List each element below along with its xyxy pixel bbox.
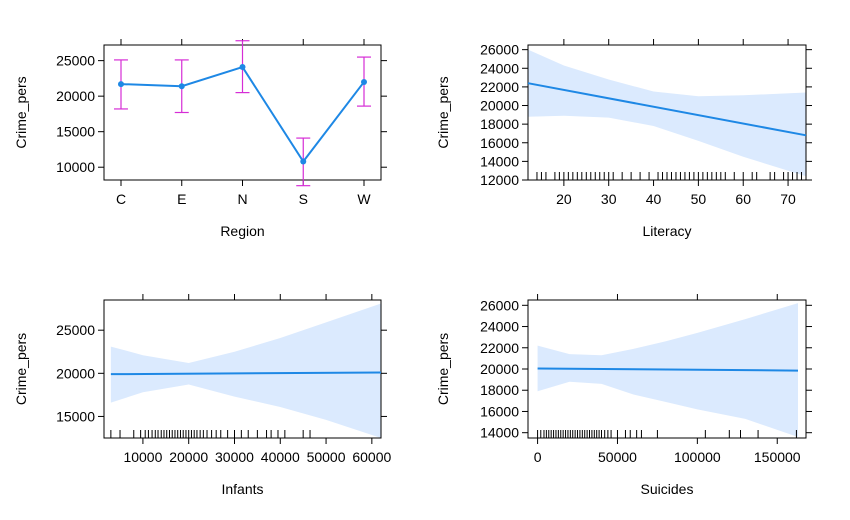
effect-line [537, 367, 799, 372]
panel-4: 0 50000 100000 150000 14000 16000 18000 20000 22… [435, 294, 812, 497]
effect-line [527, 82, 807, 137]
x-tick-label: 70 [780, 191, 796, 207]
y-tick-label: 10000 [56, 159, 95, 175]
x-tick-label: 60 [735, 191, 751, 207]
y-tick-label: 22000 [480, 79, 519, 95]
panel-1: C E N S W 10000 15000 20000 25000 Region Crime_per… [13, 39, 387, 239]
x-tick-label: 40000 [261, 449, 300, 465]
y-tick-label: 18000 [480, 382, 519, 398]
x-tick-label: 30000 [215, 449, 254, 465]
y-tick-label: 20000 [56, 365, 95, 381]
x-tick-label: 20 [556, 191, 572, 207]
x-tick-label: 60000 [352, 449, 391, 465]
y-tick-label: 26000 [480, 42, 519, 58]
x-tick-label: 50000 [307, 449, 346, 465]
x-axis-title: Literacy [642, 223, 691, 239]
y-tick-label: 15000 [56, 124, 95, 140]
y-tick-label: 18000 [480, 116, 519, 132]
y-tick-label: 24000 [480, 319, 519, 335]
effect-point [361, 78, 367, 85]
y-tick-label: 20000 [480, 361, 519, 377]
y-tick-label: 14000 [480, 425, 519, 441]
x-tick-label: 50000 [598, 449, 637, 465]
y-tick-label: 26000 [480, 297, 519, 313]
x-tick-label: 150000 [754, 449, 801, 465]
y-tick-label: 16000 [480, 403, 519, 419]
y-tick-label: 24000 [480, 60, 519, 76]
y-tick-label: 25000 [56, 322, 95, 338]
confidence-band [110, 303, 381, 438]
x-tick-label: 30 [601, 191, 617, 207]
y-tick-label: 16000 [480, 135, 519, 151]
x-tick-label: 100000 [674, 449, 721, 465]
y-tick-label: 25000 [56, 53, 95, 69]
y-axis-title: Crime_pers [435, 333, 451, 405]
x-tick-label: E [177, 191, 186, 207]
y-tick-label: 22000 [480, 340, 519, 356]
x-axis-title: Region [220, 223, 264, 239]
panel-3: 10000 20000 30000 40000 50000 60000 15000 20000… [13, 294, 392, 497]
y-tick-label: 12000 [480, 172, 519, 188]
effect-point [118, 81, 124, 88]
x-tick-label: C [116, 191, 126, 207]
y-tick-label: 20000 [480, 98, 519, 114]
panel-2: 20 30 40 50 60 70 12000 14000 16000 18000 20000 220… [435, 39, 812, 239]
y-tick-label: 14000 [480, 153, 519, 169]
x-axis-title: Infants [221, 481, 263, 497]
effect-point [300, 158, 307, 165]
effect-line [110, 371, 382, 376]
x-tick-label: N [237, 191, 247, 207]
y-axis-title: Crime_pers [13, 333, 29, 405]
effect-point [178, 83, 185, 90]
x-tick-label: 40 [646, 191, 662, 207]
x-axis-title: Suicides [641, 481, 694, 497]
x-tick-label: 10000 [123, 449, 162, 465]
effect-point [239, 64, 246, 71]
x-tick-label: 20000 [169, 449, 208, 465]
x-tick-label: 0 [534, 449, 542, 465]
y-tick-label: 20000 [56, 88, 95, 104]
x-tick-label: 50 [691, 191, 707, 207]
y-axis-title: Crime_pers [13, 76, 29, 148]
x-tick-label: S [299, 191, 308, 207]
y-axis-title: Crime_pers [435, 76, 451, 148]
confidence-band [528, 49, 806, 177]
x-tick-label: W [357, 191, 371, 207]
y-tick-label: 15000 [56, 408, 95, 424]
panel-frame [103, 299, 382, 439]
